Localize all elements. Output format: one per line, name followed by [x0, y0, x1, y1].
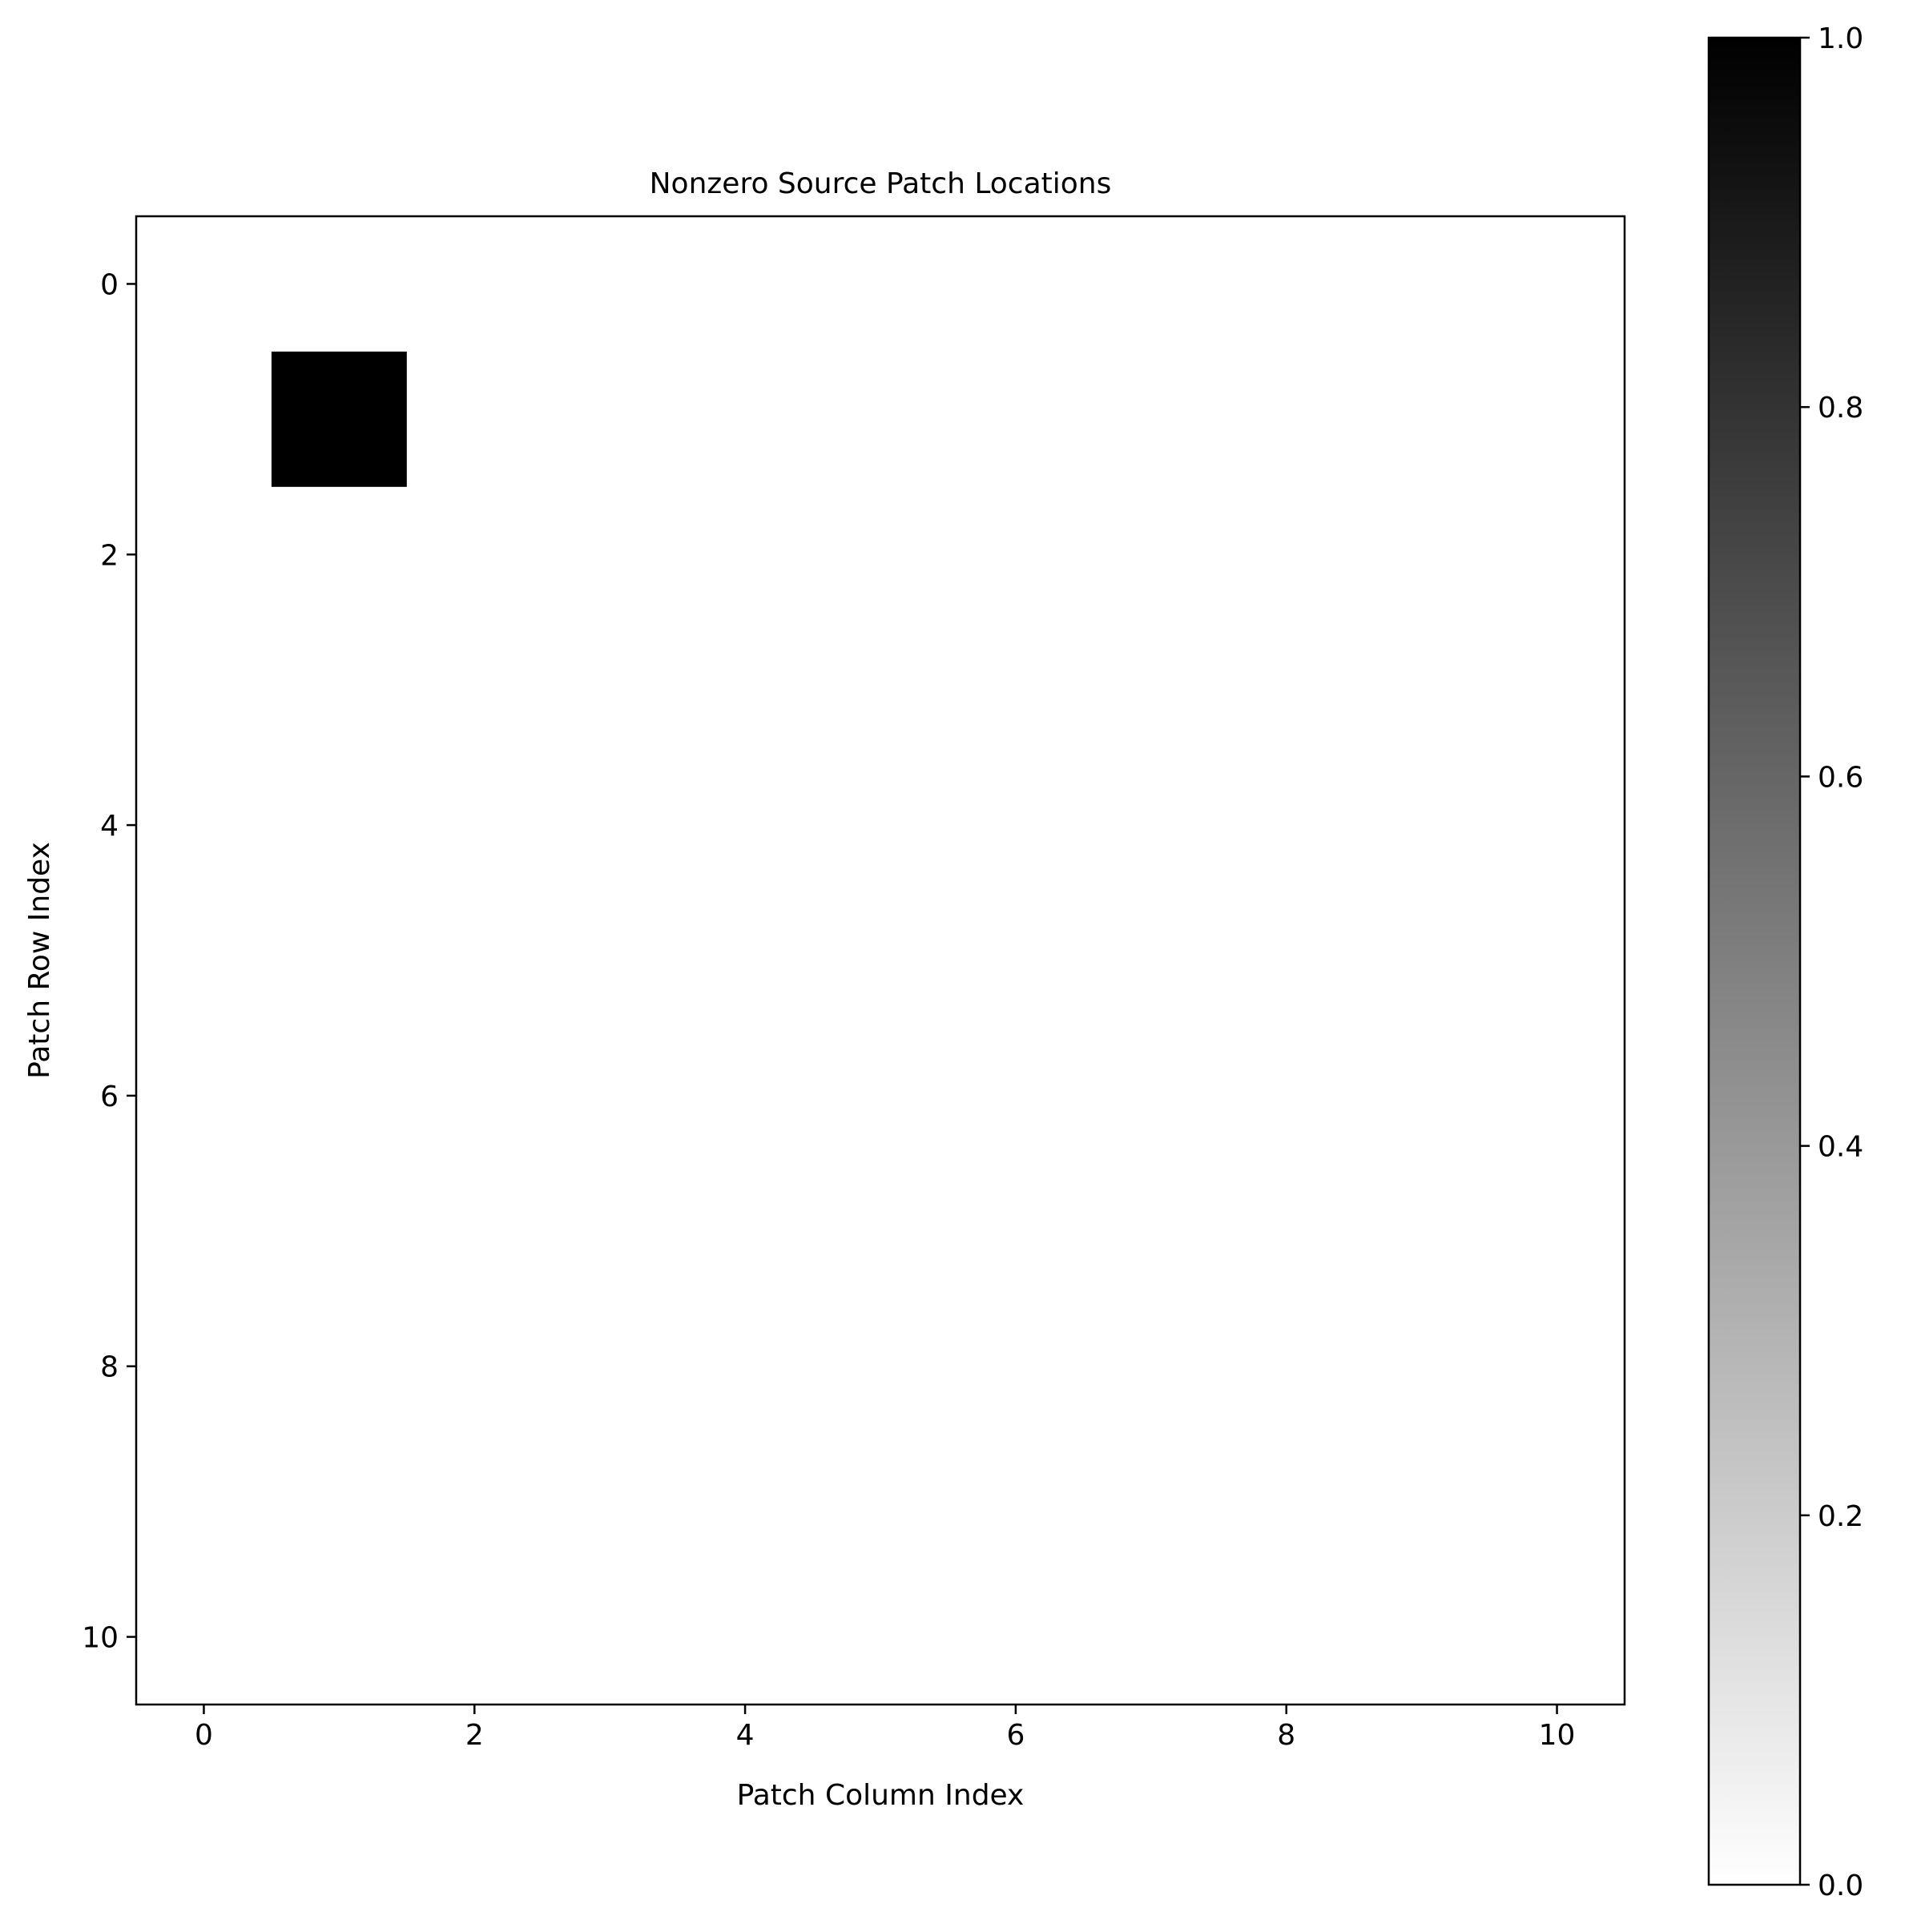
x-tick-label: 4	[736, 1719, 755, 1752]
y-tick-label: 2	[100, 539, 119, 572]
x-tick-label: 6	[1006, 1719, 1025, 1752]
colorbar-tick-label: 0.6	[1818, 761, 1863, 794]
x-axis-label: Patch Column Index	[737, 1779, 1025, 1812]
x-tick-label: 2	[465, 1719, 484, 1752]
colorbar-ticks: 0.0 0.2 0.4 0.6 0.8 1.0	[1800, 22, 1863, 1902]
y-tick-label: 4	[100, 810, 119, 843]
y-tick-label: 6	[100, 1081, 119, 1113]
colorbar-tick-label: 0.2	[1818, 1500, 1863, 1533]
y-tick-label: 0	[100, 268, 119, 301]
y-tick-label: 10	[82, 1622, 119, 1655]
colorbar-tick-label: 0.0	[1818, 1870, 1863, 1902]
y-tick-label: 8	[100, 1351, 119, 1384]
heatmap-cell	[271, 351, 407, 487]
colorbar-tick-label: 0.8	[1818, 392, 1863, 425]
x-axis-ticks: 0 2 4 6 8 10	[195, 1705, 1575, 1752]
x-tick-label: 8	[1277, 1719, 1295, 1752]
colorbar-tick-label: 0.4	[1818, 1131, 1863, 1164]
plot-frame	[135, 215, 1626, 1706]
y-axis-label: Patch Row Index	[23, 842, 56, 1079]
x-tick-label: 0	[195, 1719, 213, 1752]
x-tick-label: 10	[1539, 1719, 1576, 1752]
colorbar	[1707, 36, 1802, 1886]
heatmap-cells	[271, 351, 407, 487]
chart-title: Nonzero Source Patch Locations	[650, 167, 1112, 200]
colorbar-tick-label: 1.0	[1818, 22, 1863, 55]
y-axis-ticks: 0 2 4 6 8 10	[82, 268, 136, 1655]
